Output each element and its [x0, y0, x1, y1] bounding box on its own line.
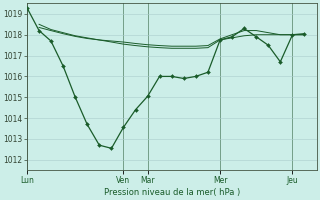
- X-axis label: Pression niveau de la mer( hPa ): Pression niveau de la mer( hPa ): [104, 188, 240, 197]
